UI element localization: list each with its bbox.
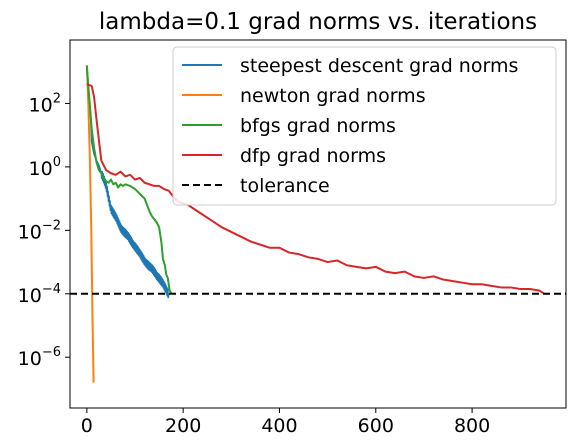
- y-tick-base: 10: [18, 348, 42, 370]
- y-tick-exponent: −6: [42, 345, 61, 360]
- series-line-3: [86, 83, 545, 295]
- y-tick-exponent: −2: [42, 218, 61, 233]
- legend-label-1: newton grad norms: [240, 85, 426, 107]
- y-tick-exponent: 2: [53, 91, 61, 106]
- y-tick-label: 10−4: [18, 282, 61, 307]
- x-tick-label: 600: [358, 415, 394, 437]
- y-tick-base: 10: [18, 285, 42, 307]
- axes-frame: [69, 39, 567, 409]
- x-tick-label: 400: [261, 415, 297, 437]
- x-tick-label: 800: [454, 415, 490, 437]
- chart-title: lambda=0.1 grad norms vs. iterations: [99, 9, 537, 35]
- y-tick-label: 102: [29, 91, 61, 116]
- series-line-2: [85, 65, 173, 295]
- legend: steepest descent grad norms newton grad n…: [172, 46, 557, 206]
- y-tick-label: 10−2: [18, 218, 61, 243]
- y-tick-base: 10: [29, 158, 53, 180]
- legend-box: [172, 46, 557, 206]
- series-layer: [70, 65, 566, 383]
- legend-label-4: tolerance: [240, 175, 330, 197]
- y-tick-exponent: 0: [53, 155, 61, 170]
- legend-label-2: bfgs grad norms: [240, 115, 396, 137]
- legend-label-0: steepest descent grad norms: [240, 55, 518, 77]
- y-tick-base: 10: [18, 221, 42, 243]
- series-line-1: [85, 65, 95, 383]
- y-tick-label: 10−6: [18, 345, 61, 370]
- x-tick-label: 0: [81, 415, 93, 437]
- x-tick-label: 200: [165, 415, 201, 437]
- y-tick-label: 100: [29, 155, 61, 180]
- y-tick-exponent: −4: [42, 282, 61, 297]
- y-tick-base: 10: [29, 94, 53, 116]
- legend-label-3: dfp grad norms: [240, 145, 386, 167]
